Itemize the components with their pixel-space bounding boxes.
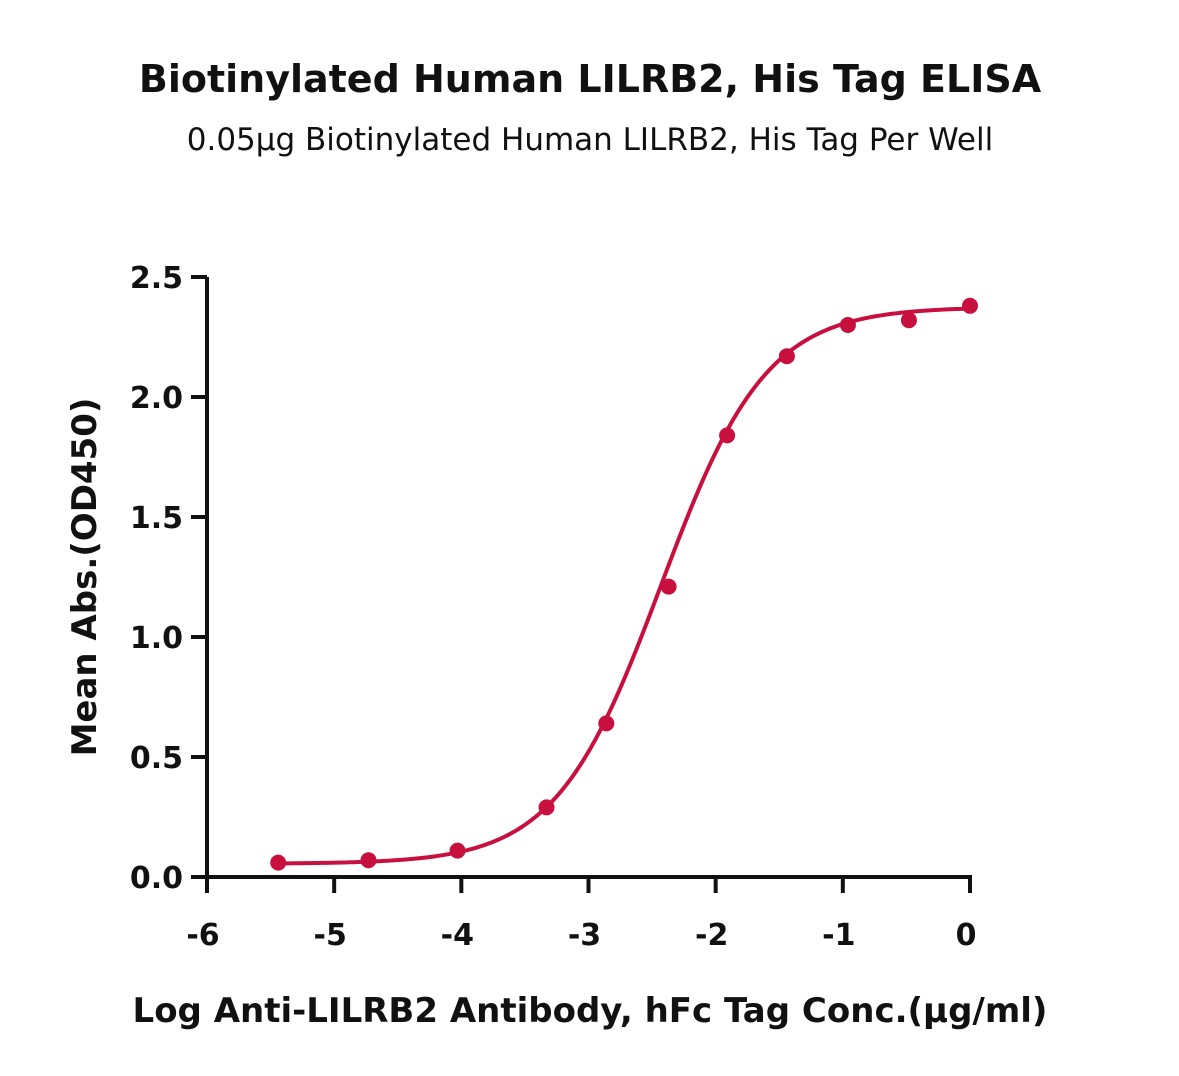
x-tick-label: 0 — [956, 918, 977, 953]
data-point — [360, 852, 377, 869]
y-tick-label: 1.5 — [130, 501, 183, 536]
data-point — [270, 854, 287, 871]
data-point — [719, 427, 736, 444]
y-tick-label: 0.5 — [130, 741, 183, 776]
x-tick-label: -2 — [695, 918, 728, 953]
y-tick-label: 1.0 — [130, 621, 183, 656]
y-axis: 0.0 0.5 1.0 1.5 2.0 2.5 — [130, 261, 209, 896]
chart-title: Biotinylated Human LILRB2, His Tag ELISA — [139, 57, 1042, 101]
y-tick-label: 0.0 — [130, 861, 183, 896]
fit-curve — [278, 306, 971, 866]
data-point — [538, 799, 555, 816]
plot-area — [270, 297, 978, 871]
x-tick-label: -3 — [568, 918, 601, 953]
x-tick-label: -5 — [314, 918, 347, 953]
data-point — [839, 317, 856, 333]
x-axis: -6 -5 -4 -3 -2 -1 0 — [186, 875, 977, 953]
x-tick-label: -1 — [822, 918, 855, 953]
data-point — [449, 842, 466, 859]
x-tick-label: -4 — [441, 918, 474, 953]
y-axis-label: Mean Abs.(OD450) — [65, 398, 105, 757]
y-tick-label: 2.5 — [130, 261, 183, 296]
data-point — [900, 312, 917, 329]
data-point — [962, 297, 978, 314]
data-point — [598, 715, 615, 732]
y-tick-label: 2.0 — [130, 381, 183, 416]
x-tick-label: -6 — [186, 918, 219, 953]
x-axis-label: Log Anti-LILRB2 Antibody, hFc Tag Conc.(… — [133, 991, 1048, 1031]
chart-subtitle: 0.05μg Biotinylated Human LILRB2, His Ta… — [187, 122, 993, 158]
data-point — [660, 578, 677, 595]
data-point — [778, 348, 795, 365]
